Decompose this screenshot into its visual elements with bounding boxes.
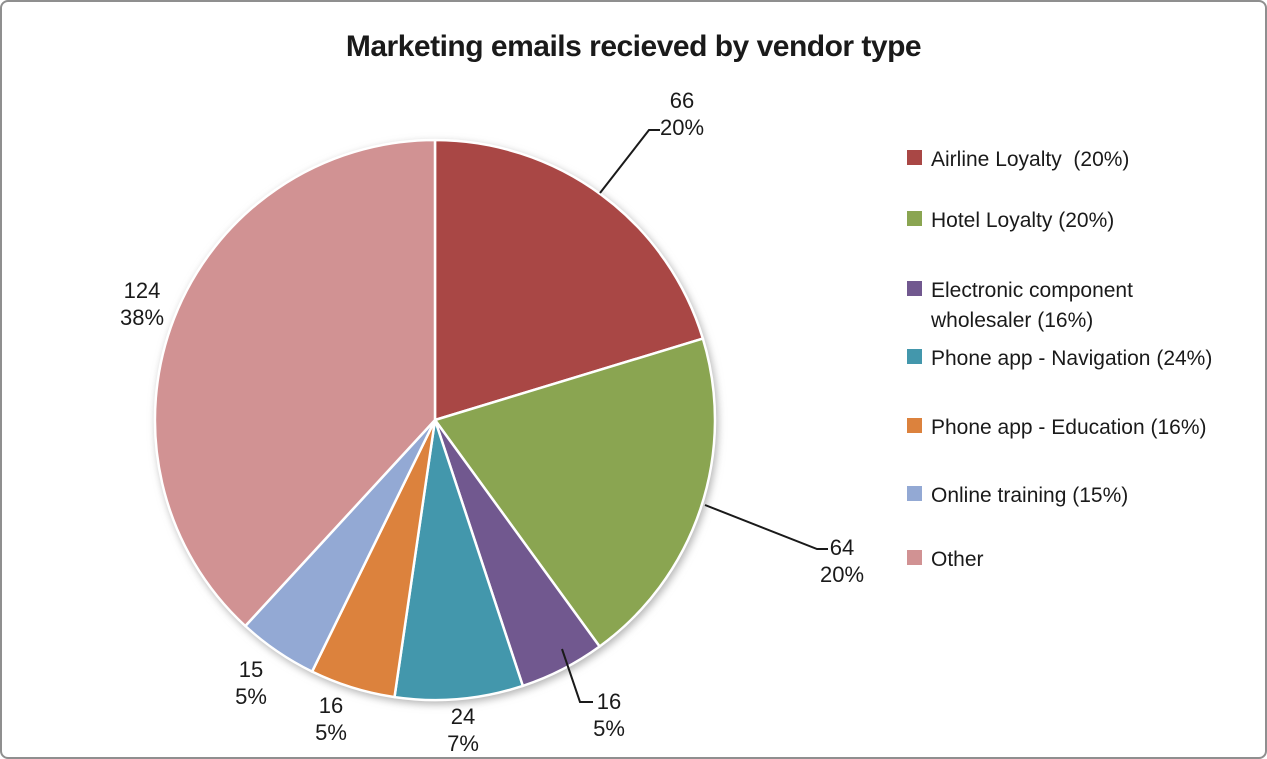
pie-slice-3 — [393, 418, 525, 702]
data-label-value-5: 15 — [239, 657, 263, 682]
data-label-value-3: 24 — [451, 704, 475, 729]
legend-label: Online training (15%) — [931, 484, 1129, 507]
legend-swatch-icon — [907, 349, 922, 364]
legend-item-6: Other — [907, 545, 984, 575]
legend-label: Phone app - Education (16%) — [931, 416, 1207, 439]
legend-swatch-icon — [907, 486, 922, 501]
data-label-value-1: 64 — [830, 535, 854, 560]
legend-label: Airline Loyalty (20%) — [931, 148, 1130, 171]
legend-swatch-icon — [907, 550, 922, 565]
legend-swatch-icon — [907, 211, 922, 226]
legend-label: Phone app - Navigation (24%) — [931, 347, 1213, 370]
data-label-percent-6: 38% — [120, 305, 164, 330]
pie-slice-1 — [433, 337, 717, 648]
legend-swatch-icon — [907, 281, 922, 296]
data-label-percent-2: 5% — [593, 716, 625, 741]
legend-label: Hotel Loyalty (20%) — [931, 209, 1115, 232]
legend-swatch-icon — [907, 418, 922, 433]
legend-item-1: Hotel Loyalty (20%) — [907, 206, 1114, 236]
data-label-value-6: 124 — [124, 278, 161, 303]
data-label-value-0: 66 — [670, 88, 694, 113]
legend-item-4: Phone app - Education (16%) — [907, 413, 1207, 443]
data-label-percent-0: 20% — [660, 115, 704, 140]
legend-item-2: Electronic component wholesaler (16%) — [907, 276, 1181, 336]
legend-item-3: Phone app - Navigation (24%) — [907, 344, 1212, 374]
data-label-value-2: 16 — [597, 689, 621, 714]
label-leader-line-1 — [704, 504, 828, 550]
pie-slice-6 — [153, 138, 437, 628]
legend-label: Other — [931, 548, 984, 571]
legend-label: Electronic component wholesaler (16%) — [931, 279, 1139, 332]
legend-item-0: Airline Loyalty (20%) — [907, 145, 1129, 175]
legend-item-5: Online training (15%) — [907, 481, 1128, 511]
data-label-percent-3: 7% — [447, 731, 479, 756]
data-label-percent-1: 20% — [820, 562, 864, 587]
data-label-percent-4: 5% — [315, 720, 347, 745]
chart-title: Marketing emails recieved by vendor type — [345, 30, 922, 63]
pie-slice-0 — [433, 138, 705, 422]
label-leader-line-0 — [599, 129, 660, 194]
legend-swatch-icon — [907, 150, 922, 165]
data-label-percent-5: 5% — [235, 684, 267, 709]
label-leader-line-2 — [561, 648, 593, 703]
data-label-value-4: 16 — [319, 693, 343, 718]
